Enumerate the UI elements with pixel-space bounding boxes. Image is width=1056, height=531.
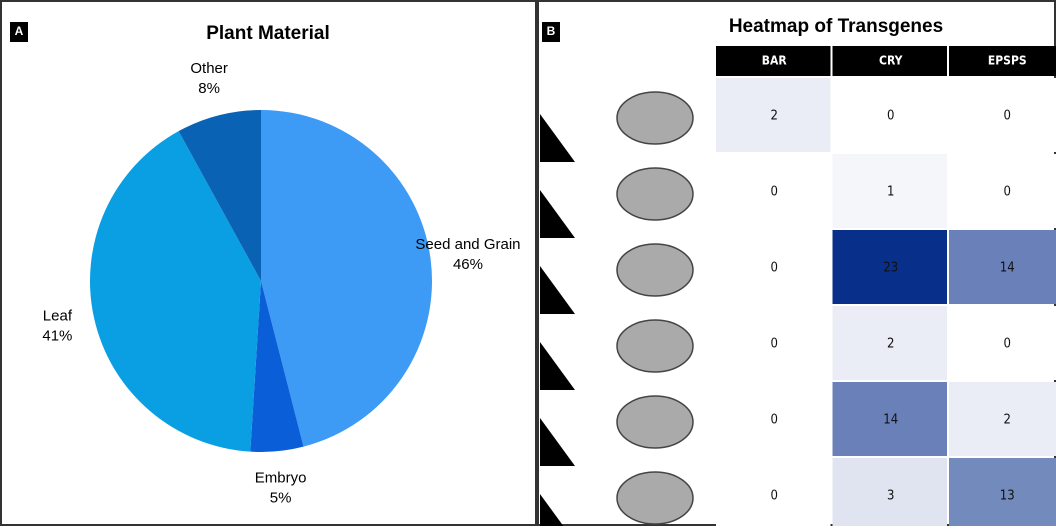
row-icon	[617, 244, 693, 296]
panel-label: A	[15, 24, 24, 38]
heatmap-cell	[949, 306, 1056, 380]
column-header: BAR	[762, 54, 788, 68]
cell-label: 0	[1004, 185, 1011, 200]
slice-label: Embryo	[255, 470, 307, 487]
cell-label: 2	[1004, 413, 1011, 428]
row-icon	[617, 472, 693, 524]
heatmap-cell	[949, 382, 1056, 456]
row-icon	[617, 92, 693, 144]
cell-label: 1	[887, 185, 894, 200]
slice-label: Leaf	[43, 307, 73, 324]
panel-label: B	[547, 24, 556, 38]
chart-title: Heatmap of Transgenes	[729, 16, 943, 37]
cell-label: 0	[887, 109, 894, 124]
cell-label: 0	[771, 489, 778, 504]
cell-label: 14	[883, 413, 898, 428]
cell-label: 0	[771, 185, 778, 200]
cell-label: 3	[887, 489, 894, 504]
row-icon	[617, 168, 693, 220]
heatmap-cell	[949, 78, 1056, 152]
cell-label: 2	[887, 337, 894, 352]
column-header: CRY	[879, 54, 903, 68]
cell-label: 0	[1004, 337, 1011, 352]
slice-value-label: 46%	[453, 256, 483, 273]
cell-label: 0	[771, 261, 778, 276]
heatmap-cell	[949, 154, 1056, 228]
figure: A Plant Material B Heatmap of Transgenes…	[0, 0, 1056, 526]
cell-label: 0	[771, 413, 778, 428]
page: A Plant Material B Heatmap of Transgenes…	[0, 0, 1056, 531]
slice-value-label: 8%	[198, 80, 220, 97]
chart-title: Plant Material	[206, 23, 330, 44]
cell-label: 13	[1000, 489, 1015, 504]
slice-value-label: 41%	[42, 327, 72, 344]
cell-label: 23	[883, 261, 898, 276]
cell-label: 0	[771, 337, 778, 352]
row-icon	[617, 396, 693, 448]
slice-label: Other	[190, 60, 228, 77]
cell-label: 2	[771, 109, 778, 124]
cell-label: 14	[1000, 261, 1015, 276]
slice-value-label: 5%	[270, 490, 292, 507]
cell-label: 0	[1004, 109, 1011, 124]
column-header: EPSPS	[988, 54, 1027, 68]
slice-label: Seed and Grain	[415, 236, 520, 253]
row-icon	[617, 320, 693, 372]
